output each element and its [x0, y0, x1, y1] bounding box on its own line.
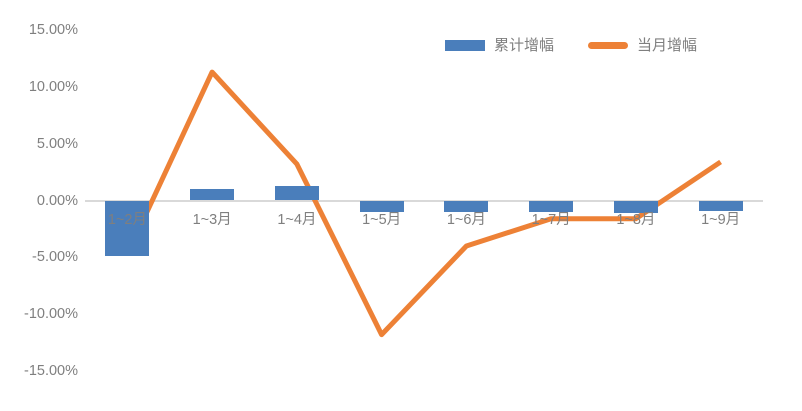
legend-line-swatch-icon: [588, 41, 629, 49]
x-axis-tick-label: 1~5月: [362, 211, 402, 228]
legend-item-cumulative[interactable]: 累计增幅: [445, 38, 554, 53]
line-series-svg: [125, 69, 722, 338]
y-axis-tick-label: -15.00%: [23, 362, 78, 379]
x-axis-tick-label: 1~4月: [277, 211, 317, 228]
y-axis-tick-label: 0.00%: [36, 192, 78, 209]
chart-legend: 累计增幅 当月增幅: [445, 32, 697, 58]
legend-item-monthly[interactable]: 当月增幅: [588, 38, 697, 53]
zero-baseline: [85, 199, 763, 202]
bar-1~7月[interactable]: [529, 200, 574, 213]
x-axis-tick-label: 1~6月: [446, 211, 486, 228]
x-axis-tick-label: 1~9月: [701, 211, 741, 228]
x-axis-tick-label: 1~8月: [616, 211, 656, 228]
bar-1~3月[interactable]: [190, 188, 235, 201]
bar-1~9月[interactable]: [698, 200, 743, 212]
legend-bar-swatch-icon: [445, 39, 485, 51]
bar-1~2月[interactable]: [105, 200, 150, 257]
bar-1~6月[interactable]: [444, 200, 489, 213]
y-axis: 15.00% 10.00% 5.00% 0.00% -5.00% -10.00% -15.0…: [0, 0, 78, 411]
bar-1~5月[interactable]: [359, 200, 404, 212]
y-axis-tick-label: 15.00%: [28, 21, 78, 38]
bar-1~8月[interactable]: [613, 200, 658, 213]
legend-label-monthly: 当月增幅: [637, 36, 698, 54]
x-axis-tick-label: 1~3月: [192, 211, 232, 228]
y-axis-tick-label: -10.00%: [23, 305, 78, 322]
x-axis-tick-label: 1~7月: [531, 211, 571, 228]
legend-label-cumulative: 累计增幅: [494, 36, 555, 54]
x-axis-tick-label: 1~2月: [107, 211, 147, 228]
y-axis-tick-label: 10.00%: [28, 78, 78, 95]
plot-area: 1~2月 1~3月 1~4月 1~5月 1~6月 1~7月 1~8月 1~9月: [85, 0, 763, 411]
y-axis-tick-label: 5.00%: [36, 135, 78, 152]
y-axis-tick-label: -5.00%: [32, 249, 78, 266]
bar-1~4月[interactable]: [274, 185, 319, 201]
